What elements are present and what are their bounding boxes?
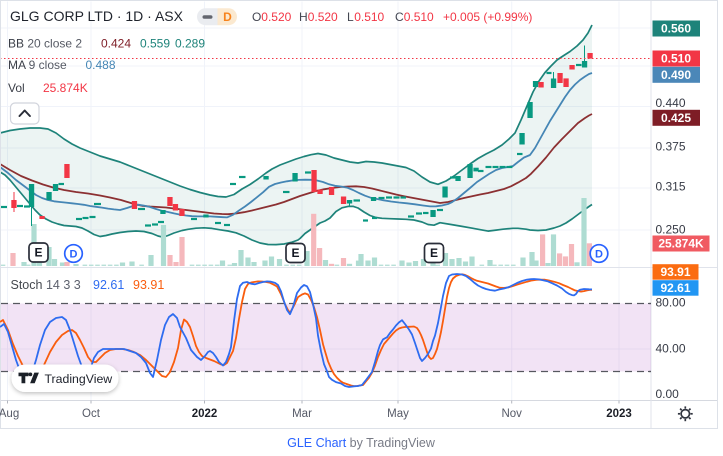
svg-text:25.874K: 25.874K	[43, 81, 88, 95]
svg-text:May: May	[387, 408, 409, 420]
svg-text:0.559: 0.559	[140, 37, 170, 51]
svg-text:92.61: 92.61	[93, 278, 124, 292]
svg-text:0.424: 0.424	[101, 37, 131, 51]
svg-text:0.250: 0.250	[656, 223, 686, 237]
svg-text:Aug: Aug	[0, 408, 19, 420]
svg-text:0.520: 0.520	[261, 10, 291, 24]
svg-text:Mar: Mar	[292, 408, 312, 420]
svg-text:E: E	[430, 246, 438, 260]
svg-text:25.874K: 25.874K	[658, 237, 704, 251]
svg-text:D: D	[70, 249, 78, 261]
svg-text:40.00: 40.00	[656, 342, 686, 356]
svg-text:0.520: 0.520	[308, 10, 338, 24]
svg-text:0.00: 0.00	[656, 387, 680, 401]
svg-text:0.560: 0.560	[661, 22, 691, 36]
svg-text:BB 20 close 2: BB 20 close 2	[8, 37, 82, 51]
svg-text:Oct: Oct	[82, 408, 101, 420]
svg-text:C: C	[395, 10, 404, 24]
svg-text:0.315: 0.315	[656, 180, 686, 194]
svg-text:93.91: 93.91	[133, 278, 164, 292]
svg-text:0.289: 0.289	[175, 37, 205, 51]
svg-text:0.440: 0.440	[656, 96, 686, 110]
svg-text:0.375: 0.375	[656, 140, 686, 154]
svg-text:MA 9 close: MA 9 close	[8, 58, 67, 72]
svg-text:93.91: 93.91	[660, 265, 690, 279]
svg-text:D: D	[595, 249, 603, 261]
svg-text:2022: 2022	[192, 408, 218, 420]
svg-text:0.425: 0.425	[661, 111, 691, 125]
svg-text:GLG CORP LTD · 1D · ASX: GLG CORP LTD · 1D · ASX	[10, 8, 184, 24]
svg-text:0.488: 0.488	[86, 58, 116, 72]
svg-text:2023: 2023	[606, 408, 632, 420]
svg-text:+0.005 (+0.99%): +0.005 (+0.99%)	[443, 10, 532, 24]
svg-text:TradingView: TradingView	[45, 372, 113, 386]
svg-text:GLE Chart by TradingView: GLE Chart by TradingView	[287, 436, 436, 450]
svg-text:O: O	[252, 10, 261, 24]
svg-text:0.510: 0.510	[354, 10, 384, 24]
svg-text:D: D	[223, 10, 232, 24]
svg-text:0.510: 0.510	[404, 10, 434, 24]
svg-text:92.61: 92.61	[660, 281, 690, 295]
svg-text:E: E	[291, 246, 299, 260]
svg-text:L: L	[347, 10, 354, 24]
svg-text:0.510: 0.510	[661, 52, 691, 66]
svg-text:0.490: 0.490	[661, 68, 691, 82]
svg-text:H: H	[299, 10, 308, 24]
svg-text:80.00: 80.00	[656, 296, 686, 310]
svg-text:Stoch 14 3 3: Stoch 14 3 3	[11, 278, 81, 292]
svg-text:E: E	[34, 246, 42, 260]
svg-text:Nov: Nov	[501, 408, 522, 420]
svg-text:Vol: Vol	[8, 81, 25, 95]
